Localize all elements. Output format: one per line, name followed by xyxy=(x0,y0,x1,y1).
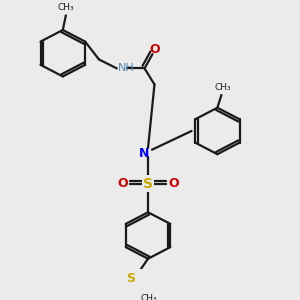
Text: O: O xyxy=(169,177,179,190)
Text: CH₃: CH₃ xyxy=(214,82,231,91)
Text: CH₃: CH₃ xyxy=(58,3,74,12)
Text: N: N xyxy=(139,147,149,160)
Text: S: S xyxy=(126,272,135,285)
Text: NH: NH xyxy=(118,63,135,74)
Text: O: O xyxy=(149,43,160,56)
Text: S: S xyxy=(143,177,153,191)
Text: CH₃: CH₃ xyxy=(140,294,157,300)
Text: O: O xyxy=(117,177,128,190)
